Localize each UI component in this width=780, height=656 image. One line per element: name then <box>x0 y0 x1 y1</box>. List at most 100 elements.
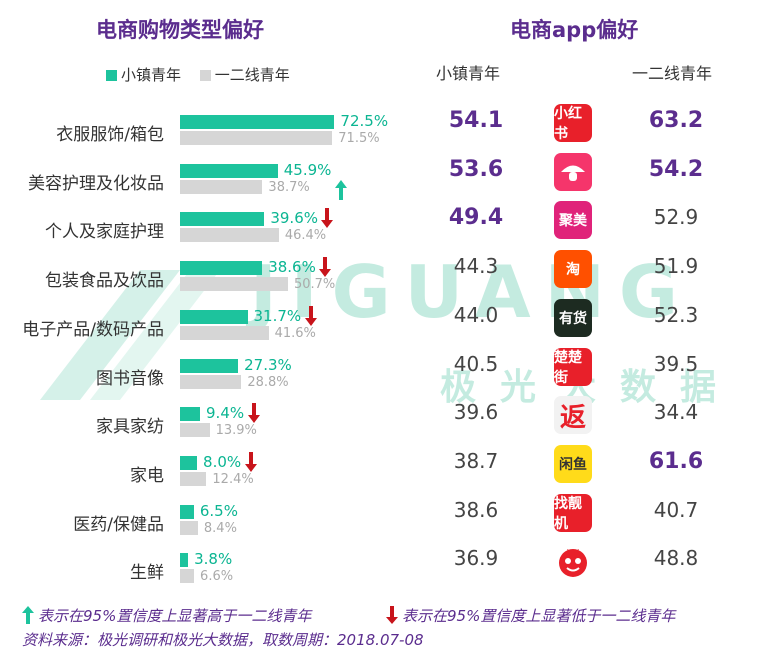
left-chart-title: 电商购物类型偏好 <box>96 18 264 42</box>
taobao-icon: 淘 <box>554 250 592 289</box>
value-label-b: 41.6% <box>274 325 316 341</box>
bar-series-a <box>180 504 194 519</box>
up-arrow-icon <box>334 179 347 204</box>
value-label-b: 13.9% <box>215 423 257 439</box>
category-label: 电子产品/数码产品 <box>22 319 164 340</box>
bar-series-b <box>180 277 288 292</box>
right-chart-title: 电商app偏好 <box>510 18 639 42</box>
value-label-b: 46.4% <box>284 228 327 244</box>
bar-series-b <box>180 325 269 340</box>
watermark-brand: JIGUANG <box>250 250 693 334</box>
down-arrow-icon <box>321 208 334 232</box>
up-arrow-icon <box>22 606 34 624</box>
bar-series-b <box>180 569 195 584</box>
app-value-a: 44.3 <box>453 254 499 279</box>
app-value-b: 61.6 <box>648 448 704 474</box>
category-label: 个人及家庭护理 <box>45 222 164 243</box>
legend-series-b: 一二线青年 <box>199 66 290 84</box>
category-label: 衣服服饰/箱包 <box>56 125 164 145</box>
value-label-b: 6.6% <box>200 569 234 585</box>
bar-series-a <box>180 358 239 373</box>
value-label-b: 38.7% <box>268 179 310 195</box>
app-value-a: 38.7 <box>453 448 499 473</box>
fanli-icon: 返 <box>554 396 592 435</box>
footnote-down: 表示在95%置信度上显著低于一二线青年 <box>386 605 675 626</box>
app-value-b: 52.3 <box>653 302 699 327</box>
app-value-b: 40.7 <box>653 497 699 522</box>
legend-swatch-b <box>199 70 211 81</box>
app-value-b: 52.9 <box>653 205 699 230</box>
bar-series-a <box>180 163 278 178</box>
bar-series-b <box>180 131 333 145</box>
value-label-a: 45.9% <box>283 160 332 179</box>
source-note: 资料来源：极光调研和极光大数据，取数周期：2018.07-08 <box>22 631 424 649</box>
mogujie-icon <box>554 152 592 191</box>
value-label-a: 38.6% <box>268 258 316 277</box>
value-label-a: 27.3% <box>244 355 292 374</box>
category-label: 医药/保健品 <box>73 514 164 535</box>
watermark: JIGUANG 极光大数据 <box>0 230 780 430</box>
footnote-up: 表示在95%置信度上显著高于一二线青年 <box>22 605 311 626</box>
bar-series-a <box>180 212 265 227</box>
value-label-b: 28.8% <box>247 374 289 390</box>
app-value-a: 40.5 <box>453 351 499 376</box>
down-arrow-icon <box>245 451 258 476</box>
bar-series-a <box>180 309 248 324</box>
chuchujie-icon: 楚楚街 <box>554 347 592 386</box>
app-col-header-b: 一二线青年 <box>632 64 713 83</box>
bar-series-a <box>180 455 198 470</box>
value-label-b: 12.4% <box>212 471 254 487</box>
down-arrow-icon <box>319 257 332 281</box>
app-value-b: 63.2 <box>648 108 704 133</box>
bar-series-b <box>180 520 198 535</box>
app-value-a: 53.6 <box>448 156 504 182</box>
app-value-a: 38.6 <box>453 497 499 522</box>
zhuanzhuan-icon: 找靓机 <box>554 493 592 532</box>
legend: 小镇青年 一二线青年 <box>106 64 290 85</box>
youhuo-icon: 有货 <box>554 298 592 337</box>
value-label-b: 71.5% <box>338 131 380 146</box>
legend-swatch-a <box>106 70 117 81</box>
bar-series-a <box>180 261 263 276</box>
app-value-a: 44.0 <box>453 302 499 327</box>
app-value-a: 39.6 <box>453 400 499 425</box>
app-value-a: 49.4 <box>448 205 504 231</box>
category-label: 家电 <box>130 465 164 486</box>
value-label-a: 9.4% <box>206 404 245 423</box>
value-label-b: 8.4% <box>203 520 237 536</box>
app-value-a: 54.1 <box>448 108 504 133</box>
value-label-a: 39.6% <box>270 209 318 228</box>
xianyu-icon: 闲鱼 <box>554 444 592 483</box>
legend-series-a: 小镇青年 <box>106 66 181 84</box>
category-label: 家具家纺 <box>96 417 164 438</box>
value-label-a: 3.8% <box>194 550 233 569</box>
bar-series-b <box>180 228 279 243</box>
app-value-b: 51.9 <box>653 254 699 279</box>
app-col-header-a: 小镇青年 <box>436 64 501 83</box>
xiaohongshu-icon: 小红书 <box>554 104 592 142</box>
bar-series-b <box>180 179 263 194</box>
value-label-a: 72.5% <box>340 112 389 130</box>
app-value-a: 36.9 <box>453 546 499 571</box>
app-value-b: 39.5 <box>653 351 699 376</box>
bar-series-a <box>180 115 335 129</box>
down-arrow-icon <box>304 305 317 330</box>
category-label: 生鲜 <box>130 563 164 584</box>
app-value-b: 34.4 <box>653 400 699 425</box>
category-label: 图书音像 <box>96 368 164 389</box>
value-label-a: 6.5% <box>199 501 238 520</box>
value-label-a: 8.0% <box>203 452 242 471</box>
app-value-b: 48.8 <box>653 546 699 571</box>
watermark-logo-icon <box>40 270 220 400</box>
category-label: 美容护理及化妆品 <box>28 173 164 194</box>
value-label-a: 31.7% <box>253 306 302 325</box>
jumei-icon: 聚美 <box>554 201 592 240</box>
value-label-b: 50.7% <box>293 277 336 293</box>
bar-series-a <box>180 407 201 422</box>
pinduoduo-icon <box>554 542 592 581</box>
bar-series-a <box>180 553 189 568</box>
bar-series-b <box>180 471 207 486</box>
down-arrow-icon <box>386 606 398 624</box>
bar-series-b <box>180 374 242 389</box>
app-value-b: 54.2 <box>648 156 704 182</box>
